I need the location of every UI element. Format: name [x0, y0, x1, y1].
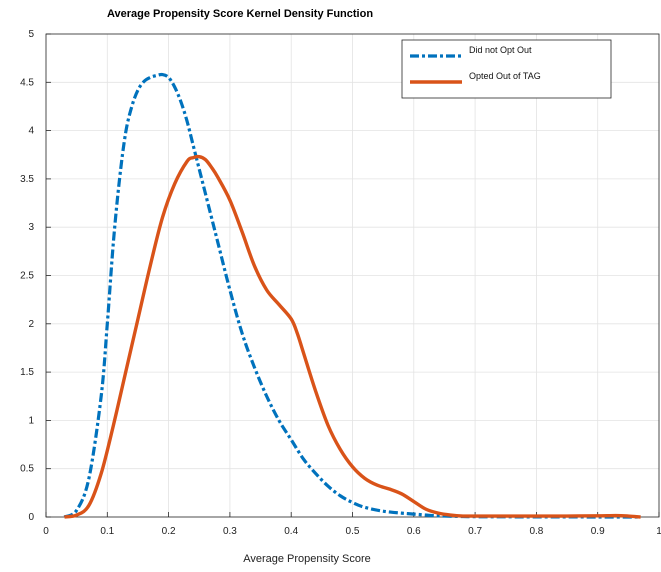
x-tick-label: 0.1 [100, 526, 114, 537]
series-lines [63, 72, 641, 519]
x-tick-label: 0.8 [529, 526, 543, 537]
y-tick-label: 0 [28, 512, 34, 523]
x-tick-label: 0.4 [284, 526, 298, 537]
x-tick-label: 0.5 [346, 526, 360, 537]
x-tick-label: 0.9 [591, 526, 605, 537]
y-tick-label: 5 [28, 29, 34, 40]
x-axis-label: Average Propensity Score [243, 553, 371, 565]
legend: Did not Opt Out Opted Out of TAG [401, 39, 612, 99]
y-tick-label: 0.5 [20, 464, 34, 475]
x-tick-label: 0.7 [468, 526, 482, 537]
legend-box [401, 39, 612, 99]
x-tick-label: 1 [656, 526, 661, 537]
y-tick-label: 1.5 [20, 367, 34, 378]
y-tick-label: 4.5 [20, 77, 34, 88]
y-tick-label: 2 [28, 319, 34, 330]
x-tick-label: 0.6 [407, 526, 421, 537]
x-tick-label: 0.3 [223, 526, 237, 537]
series-line-did-not-opt-out [63, 72, 641, 519]
y-tick-label: 2.5 [20, 271, 34, 282]
y-tick-label: 1 [28, 415, 34, 426]
series-line-opted-out-of-tag [64, 154, 641, 519]
axis-ticks: 0 0.1 0.2 0.3 0.4 0.5 0.6 0.7 0.8 0.9 1 0 0.5 1 1.5 2 2.… [20, 29, 661, 537]
legend-label-opted-out-of-tag: Opted Out of TAG [469, 71, 541, 81]
x-tick-label: 0.2 [162, 526, 176, 537]
chart-title: Average Propensity Score Kernel Density … [107, 8, 373, 20]
y-tick-label: 3.5 [20, 174, 34, 185]
y-tick-label: 4 [28, 126, 34, 137]
y-tick-label: 3 [28, 222, 34, 233]
legend-label-did-not-opt-out: Did not Opt Out [469, 45, 532, 55]
x-tick-label: 0 [43, 526, 49, 537]
